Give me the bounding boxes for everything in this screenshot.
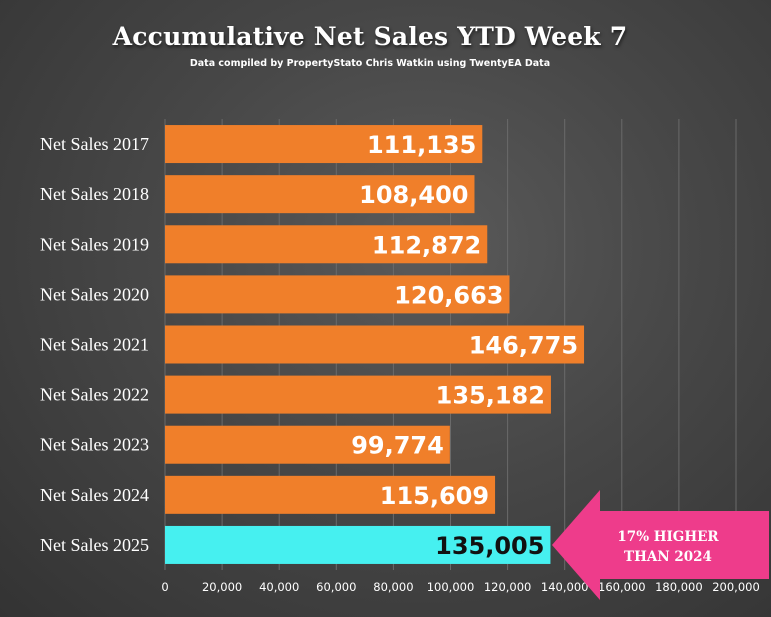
callout-arrow: [552, 489, 769, 600]
category-label: Net Sales 2017: [40, 134, 149, 154]
category-label: Net Sales 2018: [40, 184, 149, 204]
bar: [165, 375, 551, 414]
callout-text: THAN 2024: [624, 549, 712, 565]
category-label: Net Sales 2022: [40, 385, 149, 405]
bar-value-label: 135,005: [435, 532, 544, 560]
bar: [165, 125, 483, 164]
bar-value-label: 135,182: [436, 382, 545, 410]
bar: [165, 525, 551, 564]
x-tick-label: 20,000: [202, 580, 242, 594]
category-label: Net Sales 2025: [40, 535, 149, 555]
x-tick-label: 140,000: [541, 580, 589, 594]
bar: [165, 175, 475, 214]
x-tick-label: 100,000: [427, 580, 475, 594]
category-label: Net Sales 2024: [40, 485, 149, 505]
bar: [165, 225, 488, 264]
bar-value-label: 115,609: [380, 482, 489, 510]
x-tick-label: 120,000: [484, 580, 532, 594]
bar-value-label: 120,663: [394, 281, 503, 309]
x-tick-label: 60,000: [316, 580, 356, 594]
category-label: Net Sales 2023: [40, 435, 149, 455]
category-label: Net Sales 2020: [40, 284, 149, 304]
chart-subtitle: Data compiled by PropertyStato Chris Wat…: [189, 58, 551, 69]
x-tick-label: 200,000: [712, 580, 760, 594]
chart-title: Accumulative Net Sales YTD Week 7: [112, 22, 628, 51]
x-tick-label: 80,000: [373, 580, 413, 594]
category-label: Net Sales 2019: [40, 234, 149, 254]
bar: [165, 275, 510, 314]
x-tick-label: 0: [161, 580, 168, 594]
bar-value-label: 112,872: [372, 231, 481, 259]
x-tick-label: 180,000: [655, 580, 703, 594]
x-tick-label: 160,000: [598, 580, 646, 594]
bar-value-label: 146,775: [469, 332, 578, 360]
callout-text: 17% HIGHER: [617, 529, 719, 545]
bar-value-label: 99,774: [351, 432, 444, 460]
x-tick-label: 40,000: [259, 580, 299, 594]
bar: [165, 425, 450, 464]
category-label: Net Sales 2021: [40, 335, 149, 355]
bar: [165, 475, 496, 514]
bar-value-label: 111,135: [367, 131, 476, 159]
bar: [165, 325, 585, 364]
bar-value-label: 108,400: [359, 181, 468, 209]
